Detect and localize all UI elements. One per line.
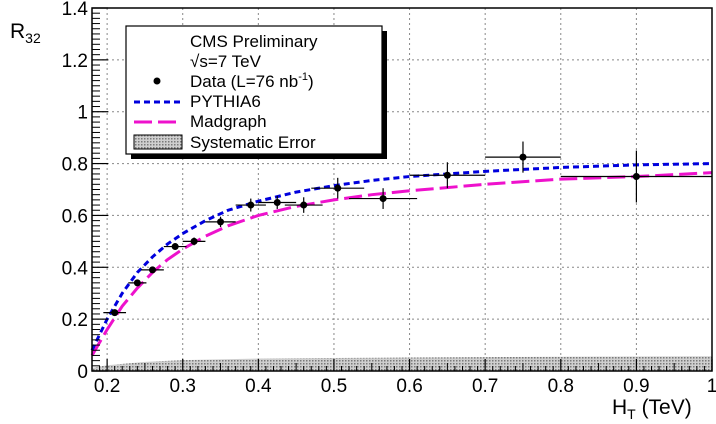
legend-systematic-swatch bbox=[133, 134, 183, 150]
data-point bbox=[300, 201, 308, 209]
data-point bbox=[273, 198, 281, 206]
x-tick-label: 0.6 bbox=[396, 376, 422, 397]
legend-data-label-suffix: ) bbox=[308, 72, 314, 91]
x-axis-title: HT (TeV) bbox=[612, 396, 692, 419]
data-point bbox=[133, 279, 141, 287]
data-point bbox=[148, 266, 156, 274]
axis-tick-labels: 0.2 0.3 0.4 0.5 0.6 0.7 0.8 0.9 1 0 0.2 0.4 0.6 0.8 1 1… bbox=[62, 0, 716, 397]
x-tick-label: 0.7 bbox=[472, 376, 498, 397]
legend-pythia-label: PYTHIA6 bbox=[190, 92, 261, 111]
data-point bbox=[519, 153, 527, 161]
y-tick-label: 1 bbox=[77, 103, 88, 124]
legend-systematic-label: Systematic Error bbox=[190, 133, 316, 152]
y-tick-label: 0.8 bbox=[62, 155, 88, 176]
systematic-band-layer bbox=[92, 356, 712, 371]
pythia6-curve bbox=[90, 162, 713, 351]
y-tick-label: 0.4 bbox=[62, 258, 89, 279]
legend-data-label-sup: -1 bbox=[298, 71, 308, 83]
x-tick-label: 0.8 bbox=[548, 376, 574, 397]
legend-box bbox=[125, 25, 383, 155]
madgraph-curve bbox=[90, 171, 713, 357]
x-tick-label: 0.3 bbox=[170, 376, 196, 397]
data-point bbox=[190, 237, 198, 245]
data-point bbox=[443, 171, 451, 179]
x-axis-title-main: H bbox=[612, 396, 627, 419]
data-point bbox=[379, 195, 387, 203]
y-tick-label: 0.2 bbox=[62, 310, 88, 331]
legend-data-label: Data (L=76 nb-1) bbox=[190, 71, 314, 91]
y-tick-label: 1.2 bbox=[62, 51, 88, 72]
data-point bbox=[632, 173, 640, 181]
data-point bbox=[217, 218, 225, 226]
y-axis-title-sub: 32 bbox=[25, 30, 41, 46]
x-tick-label: 0.5 bbox=[321, 376, 347, 397]
x-tick-label: 0.2 bbox=[94, 376, 120, 397]
data-point bbox=[334, 184, 342, 192]
x-axis-title-unit: (TeV) bbox=[636, 396, 692, 419]
legend-energy: √s=7 TeV bbox=[190, 52, 262, 71]
data-point-layer bbox=[103, 141, 712, 317]
y-tick-label: 0 bbox=[77, 362, 88, 383]
curve-layer bbox=[90, 162, 713, 357]
data-point bbox=[171, 243, 179, 251]
y-axis-title: R32 bbox=[10, 20, 41, 46]
axis-ticks bbox=[92, 7, 713, 372]
legend-header: CMS Preliminary bbox=[190, 32, 318, 51]
data-point bbox=[111, 309, 119, 317]
y-tick-label: 1.4 bbox=[62, 0, 89, 20]
x-tick-label: 1 bbox=[707, 376, 716, 397]
x-tick-label: 0.4 bbox=[245, 376, 272, 397]
legend-madgraph-label: Madgraph bbox=[190, 112, 267, 131]
systematic-error-band bbox=[92, 356, 712, 371]
data-point bbox=[247, 201, 255, 209]
legend-data-label-main: Data (L=76 nb bbox=[190, 72, 298, 91]
x-axis-title-sub: T bbox=[627, 406, 636, 419]
y-axis-title-main: R bbox=[10, 20, 25, 43]
legend: CMS Preliminary √s=7 TeV Data (L=76 nb-1… bbox=[125, 25, 387, 159]
y-tick-label: 0.6 bbox=[62, 206, 88, 227]
legend-data-marker bbox=[153, 77, 161, 85]
x-tick-label: 0.9 bbox=[623, 376, 649, 397]
